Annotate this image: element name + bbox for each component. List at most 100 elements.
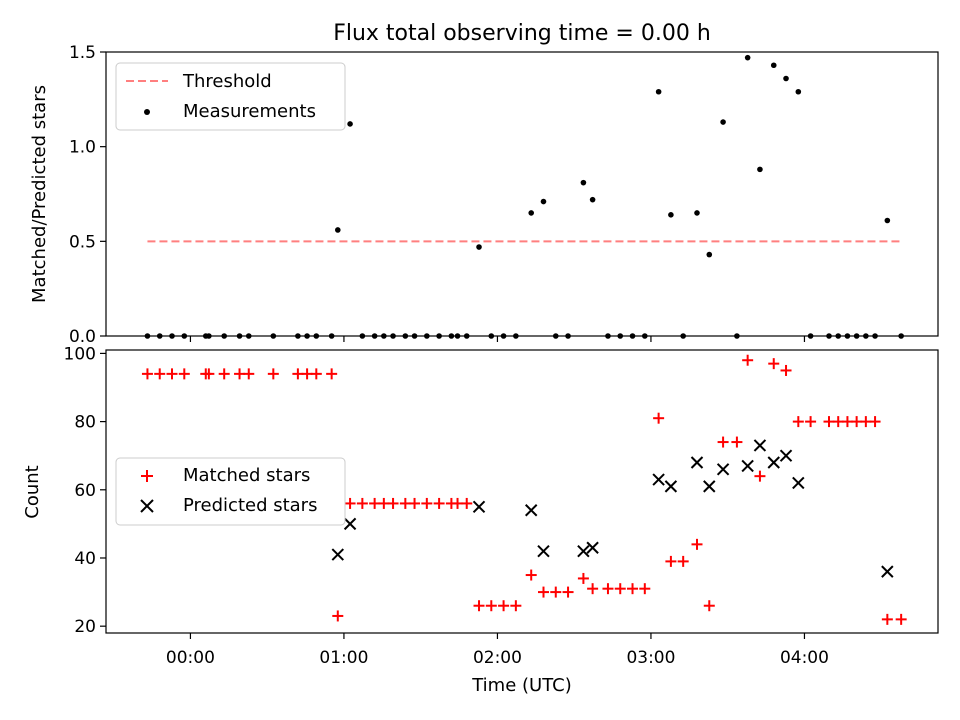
legend-predicted-label: Predicted stars — [183, 495, 317, 516]
bottom-x-tick-label: 00:00 — [166, 648, 215, 668]
predicted-star-point — [767, 456, 780, 469]
matched-star-point — [792, 416, 804, 428]
matched-star-point — [691, 538, 703, 550]
measurement-point — [744, 54, 751, 61]
predicted-star-point — [779, 449, 793, 462]
predicted-star-point — [343, 517, 357, 531]
top-y-ticks: 0.0 0.5 1.0 1.5 — [69, 43, 106, 347]
measurement-point — [528, 210, 535, 216]
predicted-star-point — [577, 544, 590, 558]
predicted-star-point — [881, 565, 894, 578]
measurement-point — [580, 179, 587, 186]
bottom-legend: Matched stars Predicted stars — [115, 457, 346, 526]
matched-star-point — [369, 497, 381, 509]
bottom-axes-frame — [105, 349, 939, 634]
bottom-x-tick-label: 01:00 — [319, 648, 368, 668]
matched-star-point — [780, 364, 792, 376]
matched-star-point — [203, 368, 215, 380]
matched-star-point — [851, 416, 863, 428]
x-axis-label: Time (UTC) — [471, 675, 572, 696]
matched-star-point — [452, 497, 464, 509]
matched-star-point — [326, 368, 338, 380]
predicted-star-point — [652, 473, 665, 486]
top-panel: 0.0 0.5 1.0 1.5 Matched/Predicted stars Thr… — [29, 43, 939, 347]
measurement-point — [694, 210, 700, 216]
matched-star-point — [860, 416, 872, 428]
matched-star-point — [461, 497, 473, 509]
bottom-x-tick-label: 04:00 — [780, 648, 829, 668]
predicted-star-point — [586, 541, 599, 554]
matched-star-point — [498, 600, 510, 612]
matched-star-point — [387, 497, 399, 509]
legend-predicted-swatch — [140, 499, 154, 513]
top-y-tick-label: 1.5 — [69, 43, 96, 63]
matched-star-point — [234, 368, 246, 380]
chart-title: Flux total observing time = 0.00 h — [333, 21, 711, 46]
legend-measurements-label: Measurements — [183, 101, 316, 122]
predicted-star-point — [690, 456, 704, 469]
matched-star-point — [433, 497, 445, 509]
top-y-tick-label: 0.5 — [69, 232, 96, 252]
matched-star-point — [614, 583, 626, 595]
measurement-point — [334, 227, 341, 233]
bottom-x-ticks: 00:00 01:00 02:00 03:00 04:00 — [166, 633, 829, 668]
matched-star-point — [577, 572, 589, 584]
matched-star-point — [421, 497, 433, 509]
measurement-point — [783, 75, 789, 82]
legend-measurements-swatch — [144, 109, 150, 115]
top-x-ticks — [189, 336, 806, 342]
matched-star-point — [881, 613, 893, 625]
matched-star-point — [332, 610, 344, 622]
matched-star-point — [742, 354, 754, 366]
matched-star-point — [805, 416, 817, 428]
matched-star-point — [703, 600, 715, 612]
matched-star-point — [356, 497, 368, 509]
matched-star-point — [473, 600, 485, 612]
measurement-point — [347, 121, 353, 127]
measurement-point — [795, 88, 802, 95]
matched-stars-points — [141, 354, 907, 625]
matched-star-point — [485, 600, 497, 612]
measurement-point — [770, 62, 777, 69]
matched-star-point — [310, 368, 322, 380]
matched-star-point — [243, 368, 255, 380]
bottom-y-tick-label: 20 — [74, 617, 96, 637]
matched-star-point — [587, 583, 599, 595]
top-axes-frame — [105, 51, 939, 337]
matched-star-point — [267, 368, 279, 380]
legend-matched-label: Matched stars — [183, 465, 310, 486]
matched-star-point — [166, 368, 178, 380]
measurement-point — [884, 217, 891, 224]
top-y-axis-label: Matched/Predicted stars — [29, 85, 50, 303]
matched-star-point — [639, 583, 651, 595]
matched-star-point — [292, 368, 304, 380]
predicted-star-point — [664, 480, 678, 493]
matched-star-point — [154, 368, 166, 380]
measurement-point — [706, 251, 713, 258]
matched-star-point — [665, 555, 677, 567]
predicted-star-point — [741, 459, 754, 473]
bottom-x-tick-label: 02:00 — [473, 648, 522, 668]
matched-star-point — [550, 586, 562, 598]
matched-star-point — [627, 583, 639, 595]
legend-threshold-label: Threshold — [182, 71, 272, 92]
bottom-y-tick-label: 60 — [74, 481, 96, 501]
predicted-star-point — [537, 544, 550, 558]
matched-star-point — [653, 412, 665, 424]
matched-star-point — [731, 436, 743, 448]
matched-star-point — [754, 470, 766, 482]
matched-star-point — [344, 497, 356, 509]
measurement-point — [655, 88, 662, 95]
matched-star-point — [562, 586, 574, 598]
matched-star-point — [832, 416, 844, 428]
predicted-star-point — [472, 500, 486, 514]
matched-star-point — [378, 497, 390, 509]
top-y-tick-label: 0.0 — [69, 327, 96, 347]
predicted-star-point — [716, 463, 730, 476]
matched-star-point — [717, 436, 729, 448]
predicted-stars-points — [331, 439, 894, 578]
bottom-y-tick-label: 80 — [74, 413, 96, 433]
matched-star-point — [768, 358, 780, 370]
matched-star-point — [841, 416, 853, 428]
measurement-point — [589, 196, 596, 203]
